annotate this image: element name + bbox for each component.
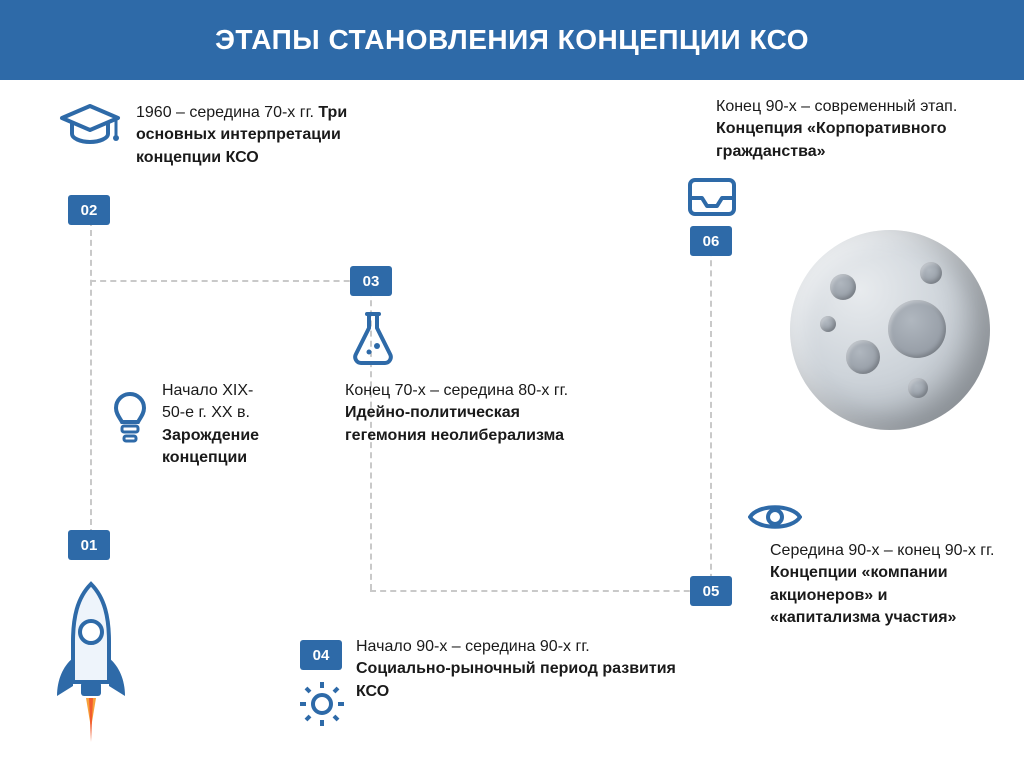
flask-icon bbox=[350, 310, 396, 366]
gear-icon bbox=[296, 678, 348, 730]
badge-02: 02 bbox=[68, 195, 110, 225]
moon-icon bbox=[790, 230, 990, 430]
rocket-icon bbox=[50, 580, 132, 750]
stage-4-text: Начало 90-х – середина 90-х гг. Социальн… bbox=[356, 636, 676, 703]
stage-4-bold: Социально-рыночный период развития КСО bbox=[356, 660, 676, 699]
eye-icon bbox=[748, 500, 802, 534]
badge-01: 01 bbox=[68, 530, 110, 560]
badge-05: 05 bbox=[690, 576, 732, 606]
connector bbox=[710, 240, 712, 590]
badge-03: 03 bbox=[350, 266, 392, 296]
slide-title-bar: ЭТАПЫ СТАНОВЛЕНИЯ КОНЦЕПЦИИ КСО bbox=[0, 0, 1024, 80]
stage-5-plain: Середина 90-х – конец 90-х гг. bbox=[770, 542, 994, 559]
stage-6-text: Конец 90-х – современный этап. Концепция… bbox=[716, 96, 976, 163]
stage-3-text: Конец 70-х – середина 80-х гг. Идейно-по… bbox=[345, 380, 575, 447]
lightbulb-icon bbox=[108, 390, 152, 448]
stage-1-bold: Зарождение концепции bbox=[162, 427, 259, 466]
stage-5-bold: Концепции «компании акционеров» и «капит… bbox=[770, 564, 956, 626]
stage-1-plain: Начало XIX- 50-е г. XX в. bbox=[162, 382, 253, 421]
badge-06: 06 bbox=[690, 226, 732, 256]
connector bbox=[90, 210, 92, 545]
stage-2-plain: 1960 – середина 70-х гг. bbox=[136, 104, 314, 121]
stage-2-text: 1960 – середина 70-х гг. Три основных ин… bbox=[136, 102, 356, 169]
stage-1-text: Начало XIX- 50-е г. XX в. Зарождение кон… bbox=[162, 380, 332, 470]
badge-04: 04 bbox=[300, 640, 342, 670]
slide-title: ЭТАПЫ СТАНОВЛЕНИЯ КОНЦЕПЦИИ КСО bbox=[215, 24, 809, 56]
stage-4-plain: Начало 90-х – середина 90-х гг. bbox=[356, 638, 590, 655]
stage-6-bold: Концепция «Корпоративного гражданства» bbox=[716, 120, 947, 159]
tray-icon bbox=[686, 176, 738, 218]
diagram-canvas: 1960 – середина 70-х гг. Три основных ин… bbox=[0, 80, 1024, 767]
connector bbox=[90, 280, 370, 282]
stage-3-bold: Идейно-политическая гегемония неолиберал… bbox=[345, 404, 564, 443]
stage-3-plain: Конец 70-х – середина 80-х гг. bbox=[345, 382, 568, 399]
stage-5-text: Середина 90-х – конец 90-х гг. Концепции… bbox=[770, 540, 1000, 630]
connector bbox=[370, 590, 710, 592]
stage-6-plain: Конец 90-х – современный этап. bbox=[716, 98, 957, 115]
graduation-cap-icon bbox=[58, 102, 122, 152]
